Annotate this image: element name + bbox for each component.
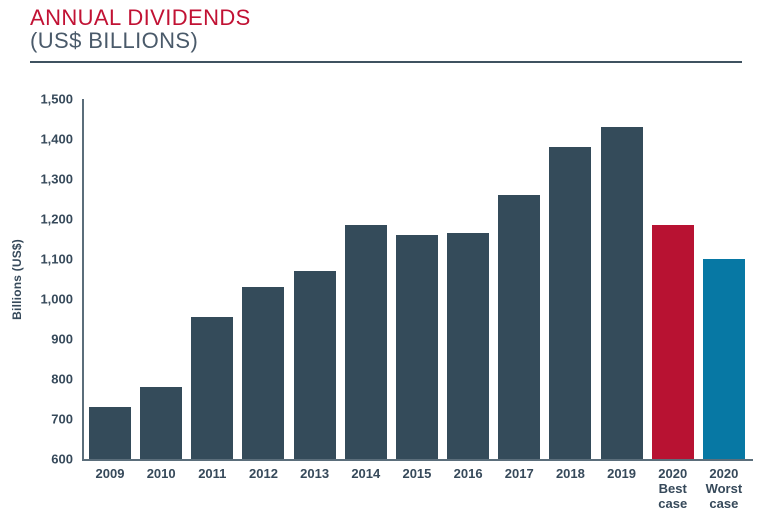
y-tick-label: 1,100 (40, 251, 73, 267)
y-axis-title-column: Billions (US$) (0, 99, 34, 459)
x-axis-label: 2020 Worst case (705, 466, 743, 511)
x-axis-label: 2019 (607, 466, 637, 481)
x-axis-label: 2014 (351, 466, 381, 481)
bar-slot: 2017 (498, 99, 541, 481)
bar-2011 (191, 317, 234, 459)
y-axis-title: Billions (US$) (10, 238, 24, 320)
y-tick-label: 1,000 (40, 291, 73, 307)
x-axis-label: 2018 (555, 466, 585, 481)
y-tick-label: 1,200 (40, 211, 73, 227)
bar-2014 (344, 225, 387, 459)
page-title: ANNUAL DIVIDENDS (30, 5, 251, 30)
bar-2020-worst-case (702, 259, 745, 459)
plot-area: 2009 2010 2011 2012 2013 2014 2015 2016 2017 2018… (82, 99, 753, 511)
bar-2020-best-case (651, 225, 694, 459)
y-tick-label: 800 (51, 371, 73, 387)
x-axis-label: 2010 (146, 466, 176, 481)
title-divider (30, 61, 742, 63)
bar-slot: 2015 (395, 99, 438, 481)
chart-header: ANNUAL DIVIDENDS (US$ BILLIONS) (0, 0, 768, 63)
x-axis-label: 2013 (300, 466, 330, 481)
x-axis-label: 2011 (198, 466, 227, 481)
bar-slot: 2014 (344, 99, 387, 481)
y-tick-label: 600 (51, 451, 73, 467)
y-tick-label: 700 (51, 411, 73, 427)
bar-2013 (293, 271, 336, 459)
x-axis-label: 2017 (504, 466, 534, 481)
bar-slot: 2013 (293, 99, 336, 481)
bar-slot: 2016 (447, 99, 490, 481)
y-tick-label: 900 (51, 331, 73, 347)
bar-slot: 2011 (191, 99, 234, 481)
bar-2015 (395, 235, 438, 459)
bar-2018 (549, 147, 592, 459)
x-axis-label: 2015 (402, 466, 432, 481)
bar-slot: 2020 Best case (651, 99, 694, 511)
bar-2012 (242, 287, 285, 459)
bar-2017 (498, 195, 541, 459)
bar-2016 (447, 233, 490, 459)
bar-slot: 2019 (600, 99, 643, 481)
bar-2009 (89, 407, 131, 459)
page-subtitle: (US$ BILLIONS) (30, 28, 199, 53)
y-axis-tick-labels: 1,500 1,400 1,300 1,200 1,100 1,000 900 800 700 6… (34, 92, 82, 467)
y-tick-label: 1,500 (40, 91, 73, 107)
x-axis-label: 2020 Best case (658, 466, 688, 511)
annual-dividends-bar-chart: Billions (US$) 1,500 1,400 1,300 1,200 1,100… (0, 92, 768, 511)
y-tick-label: 1,400 (40, 131, 73, 147)
bar-slot: 2018 (549, 99, 592, 481)
bar-slot: 2010 (140, 99, 183, 481)
y-tick-label: 1,300 (40, 171, 73, 187)
bar-2019 (600, 127, 643, 459)
bar-slot: 2009 (89, 99, 131, 481)
x-axis-label: 2012 (249, 466, 278, 481)
bar-slot: 2020 Worst case (702, 99, 745, 511)
x-axis-label: 2016 (453, 466, 483, 481)
bar-slot: 2012 (242, 99, 285, 481)
bar-2010 (140, 387, 183, 459)
x-axis-label: 2009 (95, 466, 125, 481)
